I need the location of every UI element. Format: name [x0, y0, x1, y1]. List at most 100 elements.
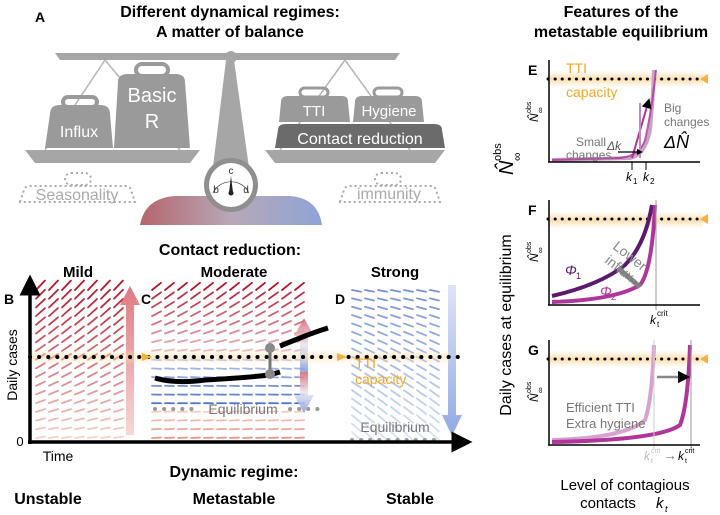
right-ylabel-sup: obs: [492, 143, 504, 161]
flow-dash: [164, 300, 175, 309]
flow-dash: [364, 289, 375, 293]
flow-dash: [416, 289, 427, 293]
flow-dash: [203, 291, 214, 300]
right-section: Features of the metastable equilibrium D…: [492, 4, 709, 514]
equilibrium-label-d: Equilibrium: [360, 419, 429, 435]
flow-dash: [416, 380, 427, 389]
regime-metastable: Metastable: [193, 491, 276, 508]
panel-f-phi2-sub: 2: [611, 292, 616, 302]
flow-dash: [377, 389, 388, 398]
flow-dash: [351, 414, 362, 424]
flow-dash: [151, 281, 162, 291]
flow-dash: [377, 297, 388, 302]
flow-dash: [61, 435, 72, 439]
middle-section: Contact reduction: Mild Moderate Strong …: [4, 242, 473, 508]
label-mild: Mild: [63, 264, 93, 281]
flow-dash: [35, 279, 46, 291]
panel-f-phi1-sub: 1: [576, 271, 581, 281]
flow-dash: [377, 406, 388, 415]
trajectory-c-high: [279, 325, 329, 349]
flow-dash: [48, 298, 59, 309]
flow-dash: [403, 380, 414, 389]
flow-dash: [351, 372, 362, 380]
flow-dash: [87, 380, 98, 387]
panel-g-arrow-glyph: →: [663, 447, 677, 463]
panel-g-tti-marker: [700, 354, 708, 364]
flow-dash: [364, 330, 375, 337]
flow-dash: [74, 298, 85, 309]
flow-dash: [229, 319, 240, 326]
flow-dash: [268, 291, 279, 300]
flow-dash: [351, 314, 362, 319]
hygiene-weight-label: Hygiene: [361, 103, 416, 120]
flow-dash: [74, 288, 85, 300]
flow-dash: [390, 297, 401, 302]
flow-dash: [377, 339, 388, 346]
flow-dash: [416, 406, 427, 415]
flow-dash: [351, 297, 362, 302]
flow-dash: [242, 329, 253, 335]
panel-a-title-line2: A matter of balance: [156, 24, 304, 41]
panel-f-phi2: Φ: [600, 283, 612, 299]
flow-dash: [242, 281, 253, 291]
flow-dash: [377, 414, 388, 424]
flow-dash: [268, 281, 279, 291]
flow-dash: [35, 288, 46, 300]
flow-dash: [242, 291, 253, 300]
flow-dash: [61, 417, 72, 422]
tti-marker-c: [142, 353, 152, 361]
flow-dash: [48, 435, 59, 439]
flow-dash: [48, 408, 59, 413]
flow-dash: [281, 300, 292, 309]
flow-dash: [390, 289, 401, 293]
flow-dash: [74, 279, 85, 291]
flow-dash: [203, 339, 214, 344]
flow-dash: [48, 279, 59, 291]
flow-dash: [100, 288, 111, 300]
flow-dash: [48, 325, 59, 335]
flow-dash: [61, 380, 72, 387]
flow-dash: [113, 307, 124, 318]
flow-dash: [203, 329, 214, 335]
flow-dash: [294, 310, 305, 318]
flow-dash: [364, 314, 375, 319]
panel-e-ylabel-math: N̂: [526, 113, 541, 122]
flow-dash: [351, 380, 362, 389]
flow-dash: [61, 389, 72, 396]
flow-dash: [203, 281, 214, 291]
flow-dash: [229, 339, 240, 344]
flow-dash: [429, 422, 440, 433]
flow-dash: [177, 300, 188, 309]
flow-dash: [203, 300, 214, 309]
flow-dash: [377, 431, 388, 442]
flow-dash: [242, 300, 253, 309]
flow-dash: [377, 422, 388, 433]
flow-dash: [390, 372, 401, 380]
flow-dash: [74, 426, 85, 431]
flow-dash: [216, 367, 227, 370]
flow-dash: [294, 291, 305, 300]
perturbation-bottom: [265, 369, 275, 379]
flow-dash: [429, 397, 440, 407]
panel-g-kcrit: k: [678, 449, 685, 463]
flow-dash: [351, 406, 362, 415]
flow-dash: [416, 389, 427, 398]
gauge-c: c: [229, 166, 234, 177]
panel-c-letter: C: [141, 291, 151, 307]
flow-dash: [164, 319, 175, 326]
flow-dash: [268, 329, 279, 335]
tti-label-line2: capacity: [355, 371, 406, 387]
flow-dash: [242, 319, 253, 326]
panel-f-ylabel-sup: obs: [526, 241, 533, 253]
flow-dash: [294, 300, 305, 309]
weight-seasonality: Seasonality: [18, 172, 137, 204]
flow-dash: [364, 397, 375, 407]
tti-marker-d: [337, 353, 347, 361]
flow-dash: [351, 305, 362, 311]
flow-dash: [100, 298, 111, 309]
regime-unstable: Unstable: [14, 491, 82, 508]
flow-dash: [351, 389, 362, 398]
flow-dash: [255, 310, 266, 318]
flow-dash: [364, 431, 375, 442]
